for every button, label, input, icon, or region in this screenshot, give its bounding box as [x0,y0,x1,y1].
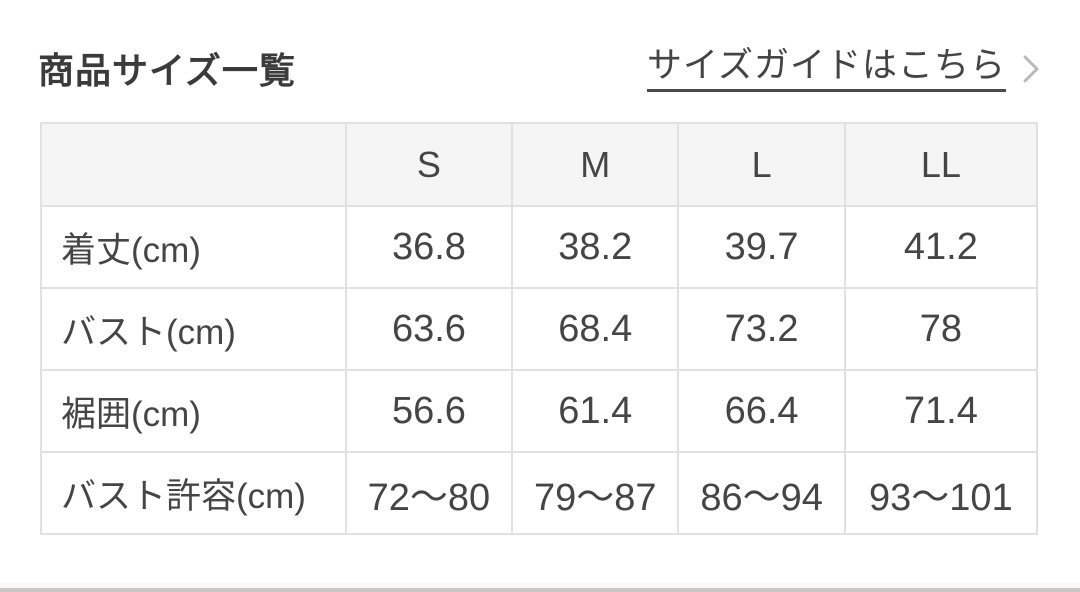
bottom-divider [0,588,1080,592]
bust-allowance-l: 86〜94 [677,451,846,535]
hem-ll: 71.4 [843,369,1039,453]
column-header-ll: LL [843,122,1039,207]
row-label-bust-allowance: バスト許容(cm) [40,451,347,535]
column-header-blank [40,122,347,207]
length-ll: 41.2 [843,205,1039,289]
size-table: S M L LL 着丈(cm) 36.8 38.2 39.7 41.2 バスト(… [40,122,1039,535]
bust-l: 73.2 [677,287,846,371]
column-header-s: S [344,122,514,207]
table-row-bust: バスト(cm) 63.6 68.4 73.2 78 [40,287,1039,371]
length-s: 36.8 [344,205,514,289]
length-m: 38.2 [511,205,680,289]
size-guide-link[interactable]: サイズガイドはこちら [647,46,1040,92]
hem-s: 56.6 [344,369,514,453]
bust-s: 63.6 [344,287,514,371]
column-header-m: M [511,122,680,207]
section-header: 商品サイズ一覧 サイズガイドはこちら [38,42,1040,92]
table-row-hem: 裾囲(cm) 56.6 61.4 66.4 71.4 [40,369,1039,453]
hem-m: 61.4 [511,369,680,453]
size-table-header-row: S M L LL [40,122,1039,207]
bust-allowance-ll: 93〜101 [843,451,1039,535]
bust-ll: 78 [843,287,1039,371]
hem-l: 66.4 [677,369,846,453]
length-l: 39.7 [677,205,846,289]
bust-allowance-m: 79〜87 [511,451,680,535]
bust-allowance-s: 72〜80 [344,451,514,535]
table-row-length: 着丈(cm) 36.8 38.2 39.7 41.2 [40,205,1039,289]
bottom-blush-strip [0,583,1080,588]
bust-m: 68.4 [511,287,680,371]
size-guide-link-label: サイズガイドはこちら [647,46,1006,92]
table-row-bust-allowance: バスト許容(cm) 72〜80 79〜87 86〜94 93〜101 [40,451,1039,535]
column-header-l: L [677,122,846,207]
row-label-bust: バスト(cm) [40,287,347,371]
section-title: 商品サイズ一覧 [38,49,296,91]
row-label-hem: 裾囲(cm) [40,369,347,453]
row-label-length: 着丈(cm) [40,205,347,289]
chevron-right-icon [1022,53,1040,85]
